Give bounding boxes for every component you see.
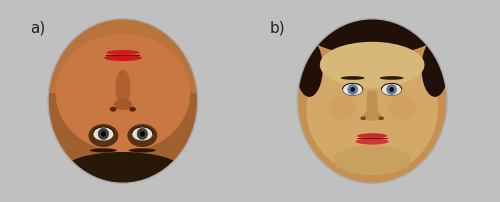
- Ellipse shape: [306, 9, 438, 55]
- Ellipse shape: [101, 131, 106, 137]
- Ellipse shape: [380, 76, 404, 80]
- Ellipse shape: [382, 83, 402, 96]
- Ellipse shape: [356, 138, 388, 145]
- Ellipse shape: [48, 19, 198, 183]
- Ellipse shape: [116, 70, 130, 106]
- Ellipse shape: [104, 55, 142, 61]
- Ellipse shape: [106, 50, 140, 55]
- Ellipse shape: [129, 107, 136, 112]
- Ellipse shape: [88, 124, 118, 147]
- Ellipse shape: [56, 34, 190, 152]
- Ellipse shape: [128, 124, 158, 147]
- Bar: [48, 93, 198, 183]
- Ellipse shape: [378, 116, 384, 120]
- Ellipse shape: [388, 95, 415, 120]
- Ellipse shape: [114, 99, 132, 110]
- Ellipse shape: [390, 87, 394, 92]
- Ellipse shape: [296, 39, 323, 97]
- Ellipse shape: [140, 131, 145, 137]
- Text: a): a): [30, 21, 46, 36]
- Ellipse shape: [298, 19, 447, 183]
- Ellipse shape: [320, 42, 424, 88]
- Ellipse shape: [340, 76, 364, 80]
- Ellipse shape: [298, 19, 447, 183]
- Ellipse shape: [98, 128, 108, 140]
- Ellipse shape: [110, 107, 116, 112]
- Ellipse shape: [329, 95, 355, 120]
- Ellipse shape: [137, 128, 147, 140]
- Ellipse shape: [357, 133, 387, 139]
- Ellipse shape: [90, 148, 117, 152]
- Ellipse shape: [350, 87, 355, 92]
- Ellipse shape: [93, 127, 114, 141]
- Ellipse shape: [342, 83, 363, 96]
- Ellipse shape: [129, 148, 156, 152]
- Ellipse shape: [48, 19, 198, 183]
- Polygon shape: [367, 91, 378, 116]
- Ellipse shape: [422, 39, 448, 97]
- Ellipse shape: [132, 127, 153, 141]
- Text: b): b): [270, 21, 285, 36]
- Ellipse shape: [386, 85, 396, 94]
- Ellipse shape: [360, 116, 366, 120]
- Ellipse shape: [306, 43, 438, 175]
- Ellipse shape: [348, 85, 358, 94]
- Ellipse shape: [363, 111, 381, 121]
- Ellipse shape: [334, 145, 411, 175]
- Ellipse shape: [63, 152, 182, 188]
